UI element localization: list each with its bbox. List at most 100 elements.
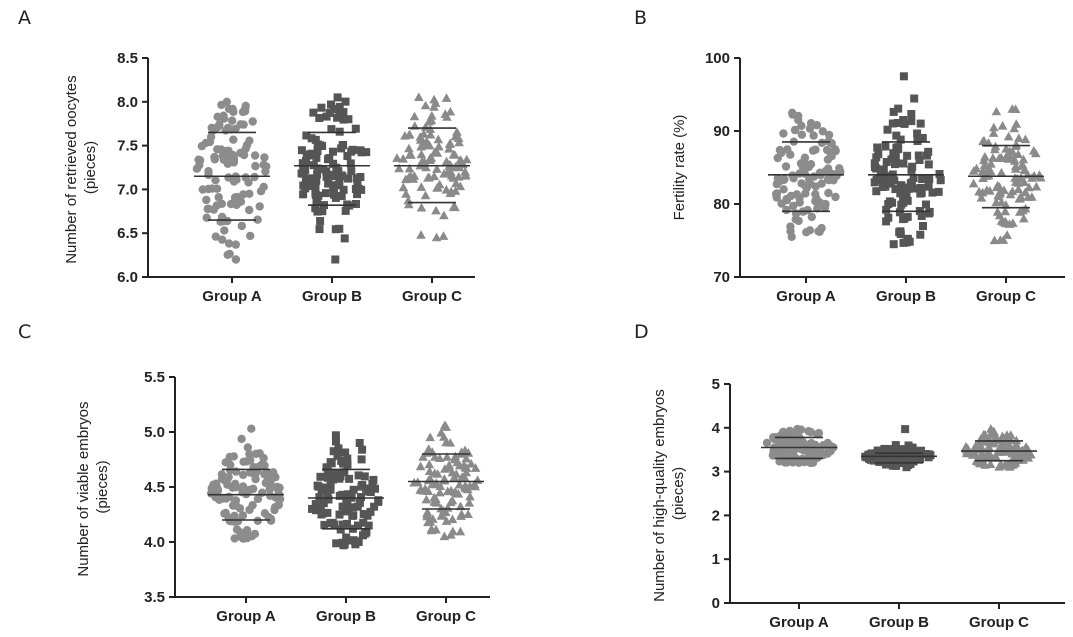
panel-a-data-point: [339, 185, 348, 194]
panel-a-data-point: [298, 159, 307, 168]
panel-b-data-point: [990, 144, 1000, 154]
panel-b-data-point: [1014, 133, 1024, 142]
panel-a-data-point: [224, 146, 233, 155]
panel-c-data-point: [343, 460, 352, 469]
panel-c-data-point: [327, 459, 336, 468]
panel-a-data-point: [307, 176, 316, 185]
panel-a-y-tick-label: 6.5: [117, 225, 138, 242]
panel-c-data-point: [315, 493, 324, 502]
panel-a-data-point: [420, 100, 431, 110]
panel-b-data-point: [985, 166, 996, 176]
panel-b-data-point: [788, 110, 797, 119]
panel-c-data-point: [358, 445, 367, 454]
panel-a-data-point: [440, 109, 451, 118]
panel-c-data-point: [243, 443, 252, 452]
panel-d-data-point: [912, 447, 921, 456]
panel-c-y-axis-title: Number of viable embryos (pieces): [75, 397, 111, 576]
panel-a-data-point: [338, 141, 347, 150]
panel-a-data-point: [218, 235, 227, 244]
panel-b-data-point: [786, 191, 796, 201]
panel-c-data-point: [452, 457, 463, 467]
panel-c-data-point: [421, 494, 432, 504]
panel-a-y-axis-title: Number of retrieved oocytes (pieces): [63, 71, 99, 264]
panel-a-data-point: [340, 234, 349, 243]
panel-d-data-point: [786, 441, 795, 450]
panel-c-data-point: [265, 485, 274, 494]
panel-d-y-tick-label: 5: [712, 376, 720, 393]
panel-a-data-point: [356, 146, 365, 155]
panel-a-data-point: [404, 163, 415, 173]
panel-c-data-point: [451, 469, 462, 478]
panel-c-data-point: [316, 472, 325, 481]
panel-b-data-point: [789, 201, 798, 211]
panel-a-data-point: [353, 190, 362, 199]
panel-b-data-point: [1000, 206, 1011, 216]
panel-a-data-point: [322, 172, 331, 181]
panel-c-data-point: [434, 453, 445, 462]
panel-b-data-point: [991, 106, 1002, 116]
panel-a-data-point: [327, 125, 336, 134]
panel-a-data-point: [301, 175, 310, 184]
panel-c-data-point: [331, 431, 340, 440]
panel-b-data-point: [925, 209, 934, 218]
panel-c-data-point: [431, 498, 442, 507]
panel-c-data-point: [441, 516, 452, 525]
panel-b-x-categories: Group A Group B Group C: [776, 277, 1036, 305]
panel-d-y-axis-title: Number of high-quality embryos (pieces): [651, 385, 687, 602]
panel-b-data-point: [894, 104, 903, 113]
panel-c-data-point: [218, 474, 227, 483]
panel-a-data-point: [331, 181, 340, 190]
panel-c-data-point: [248, 501, 257, 510]
panel-a-data-point: [444, 144, 454, 153]
panel-d-data-point: [807, 438, 816, 448]
panel-b-data-point: [914, 151, 923, 160]
panel-b-data-point: [906, 179, 915, 188]
panel-c-data-point: [251, 449, 261, 458]
panel-a-data-point: [404, 143, 414, 153]
panel-c-data-point: [338, 520, 347, 529]
panel-a-data-point: [316, 141, 324, 150]
panel-b-points: [771, 72, 1046, 249]
panel-d-data-point: [1007, 460, 1018, 469]
panel-d-data-point: [896, 450, 905, 459]
panel-c-y-tick-label: 5.0: [144, 424, 165, 441]
panel-a-data-point: [398, 182, 409, 192]
panel-a-data-point: [330, 172, 339, 181]
panel-b-data-point: [907, 117, 916, 126]
panel-a-data-point: [202, 195, 211, 205]
panel-c-sd-bars: [208, 453, 484, 530]
panel-c-data-point: [350, 536, 359, 545]
panel-b-data-point: [886, 179, 895, 188]
panel-c-data-point: [348, 511, 357, 520]
panel-b-data-point: [980, 152, 990, 161]
panel-a-data-point: [231, 240, 240, 249]
panel-b-data-point: [996, 152, 1006, 162]
panel-b-data-point: [913, 129, 922, 138]
panel-a-data-point: [431, 205, 441, 215]
panel-c-data-point: [426, 525, 437, 535]
panel-b-data-point: [1031, 181, 1042, 191]
panel-c-data-point: [466, 459, 476, 468]
panel-a-data-point: [432, 147, 442, 157]
panel-c-data-point: [455, 526, 466, 536]
panel-b-data-point: [911, 184, 920, 193]
panel-a-data-point: [302, 150, 311, 159]
panel-a-data-point: [313, 170, 322, 179]
panel-c-data-point: [415, 461, 426, 471]
panel-a-data-point: [347, 147, 356, 156]
panel-a-data-point: [248, 117, 257, 126]
panel-c-data-point: [343, 497, 352, 506]
panel-b-data-point: [968, 178, 979, 188]
panel-b-data-point: [904, 184, 913, 193]
panel-a-data-point: [311, 190, 320, 199]
panel-a-data-point: [312, 176, 321, 185]
panel-c-data-point: [360, 472, 369, 481]
panel-b-y-tick-label: 100: [705, 50, 730, 67]
panel-b-data-point: [899, 188, 908, 197]
panel-c-data-point: [332, 437, 340, 446]
panel-d-y-tick-label: 2: [712, 507, 720, 524]
panel-d-data-point: [1011, 439, 1021, 449]
panel-b-data-point: [803, 205, 812, 215]
panel-c-data-point: [450, 487, 460, 496]
panel-c-data-point: [447, 514, 458, 524]
